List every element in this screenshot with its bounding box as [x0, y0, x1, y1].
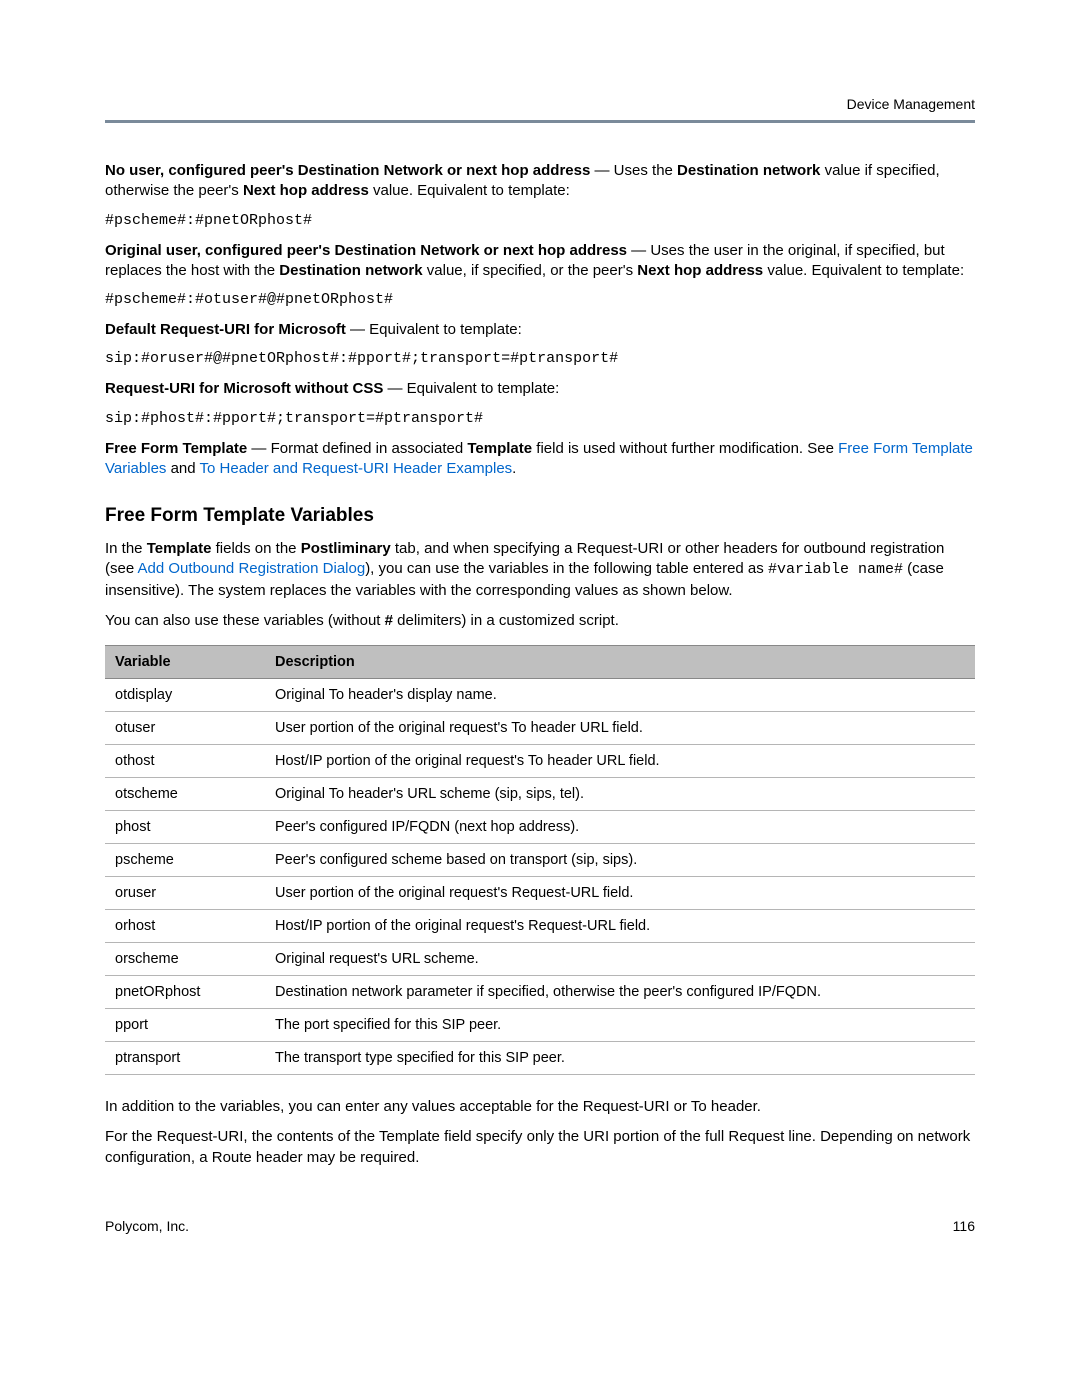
code-block-3: sip:#oruser#@#pnetORphost#:#pport#;trans… — [105, 350, 975, 367]
footer-company: Polycom, Inc. — [105, 1218, 189, 1234]
paragraph-no-user: No user, configured peer's Destination N… — [105, 161, 975, 202]
table-row: pnetORphostDestination network parameter… — [105, 976, 975, 1009]
table-row: pschemePeer's configured scheme based on… — [105, 844, 975, 877]
paragraph-free-form: Free Form Template — Format defined in a… — [105, 439, 975, 480]
code-block-4: sip:#phost#:#pport#;transport=#ptranspor… — [105, 410, 975, 427]
th-description: Description — [265, 646, 975, 679]
cell-description: Original To header's display name. — [265, 679, 975, 712]
cell-description: User portion of the original request's T… — [265, 712, 975, 745]
cell-variable: phost — [105, 811, 265, 844]
cell-description: Peer's configured scheme based on transp… — [265, 844, 975, 877]
text: delimiters) in a customized script. — [393, 612, 619, 629]
cell-variable: pscheme — [105, 844, 265, 877]
table-row: orschemeOriginal request's URL scheme. — [105, 943, 975, 976]
paragraph-default-uri: Default Request-URI for Microsoft — Equi… — [105, 320, 975, 340]
link-header-examples[interactable]: To Header and Request-URI Header Example… — [200, 460, 513, 477]
page-header: Device Management — [105, 96, 975, 123]
text: value. Equivalent to template: — [763, 262, 964, 279]
cell-variable: oruser — [105, 877, 265, 910]
table-row: orhostHost/IP portion of the original re… — [105, 910, 975, 943]
header-title: Device Management — [847, 96, 975, 112]
cell-description: Host/IP portion of the original request'… — [265, 910, 975, 943]
paragraph-original-user: Original user, configured peer's Destina… — [105, 241, 975, 282]
paragraph-addition: In addition to the variables, you can en… — [105, 1097, 975, 1117]
bold-template: Template — [147, 540, 212, 557]
table-row: pportThe port specified for this SIP pee… — [105, 1009, 975, 1042]
code-inline: #variable name# — [768, 561, 903, 578]
cell-description: User portion of the original request's R… — [265, 877, 975, 910]
paragraph-without-hash: You can also use these variables (withou… — [105, 611, 975, 631]
bold-dest-net: Destination network — [279, 262, 422, 279]
section-heading: Free Form Template Variables — [105, 505, 975, 527]
text: ), you can use the variables in the foll… — [365, 560, 768, 577]
bold-postliminary: Postliminary — [301, 540, 391, 557]
cell-variable: pport — [105, 1009, 265, 1042]
text: field is used without further modificati… — [532, 440, 838, 457]
cell-description: Host/IP portion of the original request'… — [265, 745, 975, 778]
table-row: othostHost/IP portion of the original re… — [105, 745, 975, 778]
table-row: otdisplayOriginal To header's display na… — [105, 679, 975, 712]
paragraph-request-uri: For the Request-URI, the contents of the… — [105, 1127, 975, 1168]
cell-variable: ptransport — [105, 1042, 265, 1075]
bold-lead: Original user, configured peer's Destina… — [105, 242, 627, 259]
code-block-1: #pscheme#:#pnetORphost# — [105, 212, 975, 229]
variables-table: Variable Description otdisplayOriginal T… — [105, 645, 975, 1075]
code-block-2: #pscheme#:#otuser#@#pnetORphost# — [105, 291, 975, 308]
bold-dest-net: Destination network — [677, 162, 820, 179]
text: — Equivalent to template: — [346, 321, 522, 338]
cell-description: The transport type specified for this SI… — [265, 1042, 975, 1075]
footer-page-number: 116 — [953, 1218, 975, 1234]
page: Device Management No user, configured pe… — [0, 0, 1080, 1294]
text: and — [166, 460, 199, 477]
bold-next-hop: Next hop address — [637, 262, 763, 279]
paragraph-uri-no-css: Request-URI for Microsoft without CSS — … — [105, 379, 975, 399]
table-row: ptransportThe transport type specified f… — [105, 1042, 975, 1075]
cell-description: Destination network parameter if specifi… — [265, 976, 975, 1009]
cell-variable: otuser — [105, 712, 265, 745]
table-row: oruserUser portion of the original reque… — [105, 877, 975, 910]
text: — Format defined in associated — [247, 440, 467, 457]
table-row: phostPeer's configured IP/FQDN (next hop… — [105, 811, 975, 844]
table-header-row: Variable Description — [105, 646, 975, 679]
table-row: otschemeOriginal To header's URL scheme … — [105, 778, 975, 811]
bold-hash: # — [385, 612, 393, 629]
bold-next-hop: Next hop address — [243, 182, 369, 199]
cell-description: The port specified for this SIP peer. — [265, 1009, 975, 1042]
bold-lead: Free Form Template — [105, 440, 247, 457]
text: value, if specified, or the peer's — [423, 262, 638, 279]
paragraph-template-fields: In the Template fields on the Postlimina… — [105, 539, 975, 601]
cell-description: Peer's configured IP/FQDN (next hop addr… — [265, 811, 975, 844]
bold-lead: Default Request-URI for Microsoft — [105, 321, 346, 338]
table-row: otuserUser portion of the original reque… — [105, 712, 975, 745]
bold-lead: Request-URI for Microsoft without CSS — [105, 380, 383, 397]
cell-description: Original To header's URL scheme (sip, si… — [265, 778, 975, 811]
cell-variable: otscheme — [105, 778, 265, 811]
text: fields on the — [211, 540, 300, 557]
bold-template: Template — [467, 440, 532, 457]
link-outbound-registration[interactable]: Add Outbound Registration Dialog — [138, 560, 366, 577]
page-footer: Polycom, Inc. 116 — [105, 1218, 975, 1234]
text: In the — [105, 540, 147, 557]
text: You can also use these variables (withou… — [105, 612, 385, 629]
bold-lead: No user, configured peer's Destination N… — [105, 162, 590, 179]
cell-variable: otdisplay — [105, 679, 265, 712]
cell-variable: orscheme — [105, 943, 265, 976]
text: . — [512, 460, 516, 477]
cell-description: Original request's URL scheme. — [265, 943, 975, 976]
text: value. Equivalent to template: — [369, 182, 570, 199]
cell-variable: pnetORphost — [105, 976, 265, 1009]
text: — Equivalent to template: — [383, 380, 559, 397]
th-variable: Variable — [105, 646, 265, 679]
text: — Uses the — [590, 162, 677, 179]
cell-variable: orhost — [105, 910, 265, 943]
cell-variable: othost — [105, 745, 265, 778]
